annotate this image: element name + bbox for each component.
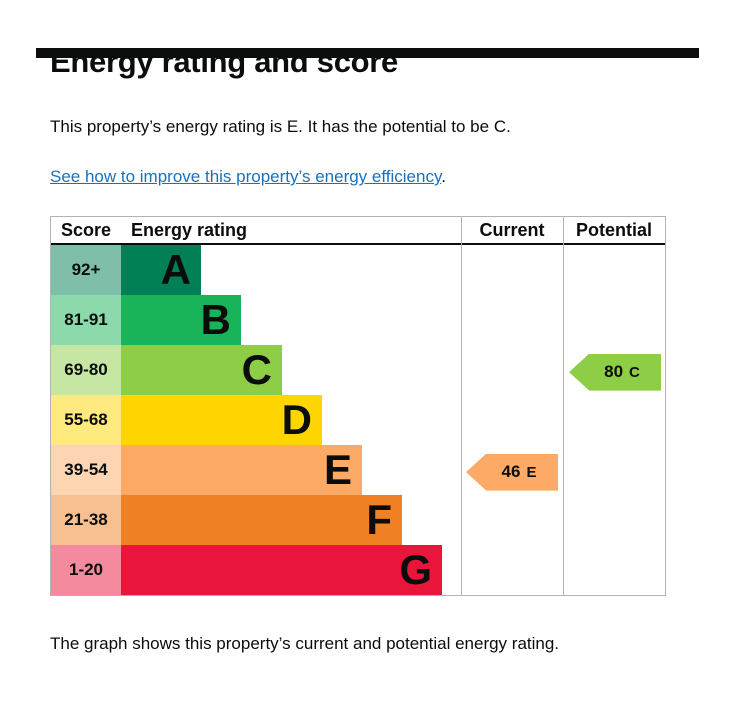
column-divider-current xyxy=(461,217,462,596)
column-header-current: Current xyxy=(479,219,545,240)
column-header-energy-rating: Energy rating xyxy=(131,219,248,240)
band-bar-f: F xyxy=(121,495,402,546)
band-score-e: 39-54 xyxy=(51,445,121,496)
band-score-a: 92+ xyxy=(51,245,121,296)
band-score-f: 21-38 xyxy=(51,495,121,546)
band-letter-d: D xyxy=(281,396,312,444)
potential-rating-arrow: 80 C xyxy=(569,353,661,391)
govuk-header-bar xyxy=(36,48,699,58)
band-bar-b: B xyxy=(121,295,241,346)
band-row-g: 1-20 G xyxy=(51,545,665,596)
band-score-g: 1-20 xyxy=(51,545,121,596)
band-bar-c: C xyxy=(121,345,282,396)
page-content: Energy rating and score This property’s … xyxy=(0,44,735,654)
band-row-e: 39-54 E xyxy=(51,445,665,496)
potential-rating-value: 80 xyxy=(604,362,624,382)
band-row-b: 81-91 B xyxy=(51,295,665,346)
band-letter-a: A xyxy=(160,246,191,294)
band-bar-e: E xyxy=(121,445,362,496)
band-letter-e: E xyxy=(323,446,352,494)
band-rows: 92+ A 81-91 B 69-80 C 55-68 D 39-54 E 21-38 F 1-20 G xyxy=(51,245,665,596)
potential-rating-letter: C xyxy=(629,363,640,381)
improve-efficiency-link[interactable]: See how to improve this property’s energ… xyxy=(50,167,442,187)
current-rating-arrow: 46 E xyxy=(466,453,558,491)
intro-text: This property’s energy rating is E. It h… xyxy=(50,117,511,136)
band-letter-g: G xyxy=(399,546,432,594)
column-header-score: Score xyxy=(60,219,112,240)
band-row-d: 55-68 D xyxy=(51,395,665,446)
column-divider-potential xyxy=(563,217,564,596)
epc-chart-header: Score Energy rating Current Potential xyxy=(51,217,665,246)
band-bar-g: G xyxy=(121,545,442,596)
current-rating-value: 46 xyxy=(501,462,521,482)
band-letter-b: B xyxy=(200,296,231,344)
band-letter-c: C xyxy=(241,346,272,394)
band-score-c: 69-80 xyxy=(51,345,121,396)
band-row-f: 21-38 F xyxy=(51,495,665,546)
current-rating-letter: E xyxy=(526,463,537,481)
band-score-b: 81-91 xyxy=(51,295,121,346)
band-bar-d: D xyxy=(121,395,322,446)
band-bar-a: A xyxy=(121,245,201,296)
link-suffix: . xyxy=(441,167,446,187)
band-score-d: 55-68 xyxy=(51,395,121,446)
column-header-potential: Potential xyxy=(575,219,652,240)
epc-chart: Score Energy rating Current Potential 92… xyxy=(50,216,666,597)
band-letter-f: F xyxy=(366,496,392,544)
band-row-a: 92+ A xyxy=(51,245,665,296)
chart-caption: The graph shows this property’s current … xyxy=(50,634,560,654)
band-row-c: 69-80 C xyxy=(51,345,665,396)
link-line: See how to improve this property’s energ… xyxy=(50,167,685,187)
